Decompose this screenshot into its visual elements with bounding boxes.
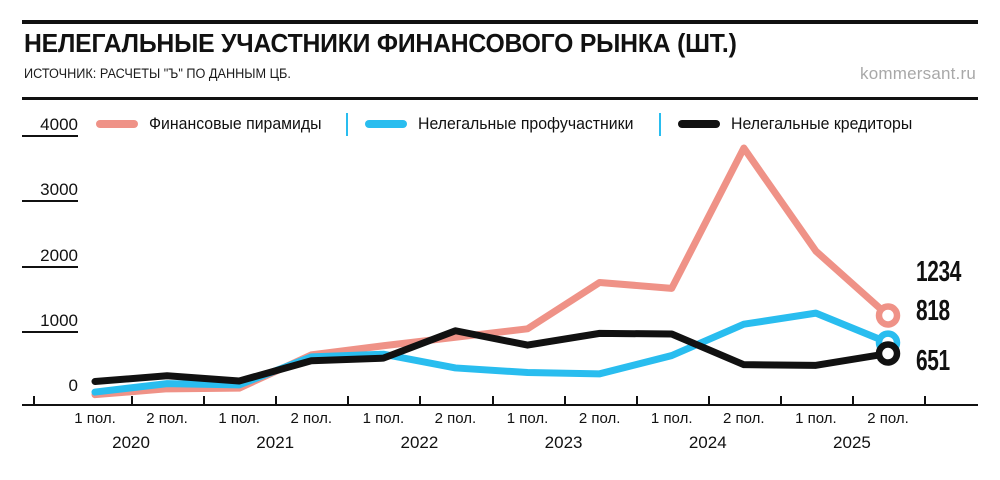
x-axis-half-label: 1 пол. [74,410,116,427]
x-axis-tick [707,396,710,405]
x-axis-tick [491,396,494,405]
legend-label-creditors: Нелегальные кредиторы [731,114,913,133]
x-axis-tick [924,396,927,405]
x-axis-half-label: 1 пол. [650,410,693,427]
x-axis-tick [419,396,422,405]
series-line-2 [91,327,892,386]
x-axis-half-label: 1 пол. [795,410,837,427]
x-axis-year-label: 2025 [833,433,871,452]
x-axis-tick [635,396,638,405]
header-rule-top [22,20,978,24]
y-axis-tick-label: 2000 [40,245,78,265]
legend-swatch-creditors [678,120,721,128]
legend-label-pyramids: Финансовые пирамиды [149,114,322,133]
y-axis-tick-rule [22,330,78,333]
series-line-1 [91,309,892,396]
x-axis-tick [275,396,278,405]
x-axis-tick [851,396,854,405]
x-axis-tick [563,396,566,405]
x-axis-tick [203,396,206,405]
x-axis-half-label: 2 пол. [434,410,477,427]
series-endpoint-marker-2 [875,341,901,366]
x-axis-tick [347,396,350,405]
x-axis-half-label: 2 пол. [867,410,909,427]
legend-divider-2 [659,112,662,136]
header-rule-bottom [22,97,978,100]
series-line-0 [91,144,892,399]
x-axis-half-label: 2 пол. [146,410,188,427]
y-axis-tick-label: 3000 [40,180,78,200]
x-axis-half-label: 1 пол. [362,410,405,427]
source-note: ИСТОЧНИК: РАСЧЕТЫ "Ъ" ПО ДАННЫМ ЦБ. [24,66,291,81]
legend-swatch-professional [364,120,407,128]
end-value-label-1: 818 [916,295,950,327]
x-axis-line [22,404,978,406]
legend-divider-1 [345,112,348,136]
legend-swatch-pyramids [96,120,138,128]
page-title: НЕЛЕГАЛЬНЫЕ УЧАСТНИКИ ФИНАНСОВОГО РЫНКА … [24,30,737,58]
end-value-label-2: 651 [916,345,950,377]
x-axis-half-label: 1 пол. [506,410,549,427]
x-axis-half-label: 2 пол. [723,410,765,427]
x-axis-year-label: 2022 [400,433,439,452]
x-axis-tick [779,396,782,405]
x-axis-half-label: 1 пол. [218,410,260,427]
legend-item-pyramids[interactable]: Финансовые пирамиды [96,115,329,134]
watermark: kommersant.ru [860,64,976,83]
legend-item-professional[interactable]: Нелегальные профучастники [364,114,642,134]
y-axis-tick-rule [22,200,78,203]
y-axis-tick-rule [22,135,78,137]
y-axis-tick-label: 1000 [40,310,78,330]
x-axis-half-label: 2 пол. [578,410,621,427]
x-axis-tick [33,396,35,405]
legend-label-professional: Нелегальные профучастники [417,114,634,133]
y-axis-tick-label: 4000 [40,115,78,134]
x-axis-tick [131,396,134,405]
x-axis-half-label: 2 пол. [290,410,333,427]
x-axis-year-label: 2023 [544,433,583,452]
series-endpoint-marker-0 [875,303,901,328]
legend-item-creditors[interactable]: Нелегальные кредиторы [678,115,920,134]
x-axis-year-label: 2021 [256,433,295,452]
end-value-label-0: 1234 [916,256,962,288]
y-axis-tick-rule [22,265,78,268]
chart-legend: Финансовые пирамиды Нелегальные профучас… [96,112,920,136]
x-axis-year-label: 2020 [112,433,150,452]
y-axis-tick-label: 0 [68,376,78,395]
x-axis-year-label: 2024 [688,433,727,452]
